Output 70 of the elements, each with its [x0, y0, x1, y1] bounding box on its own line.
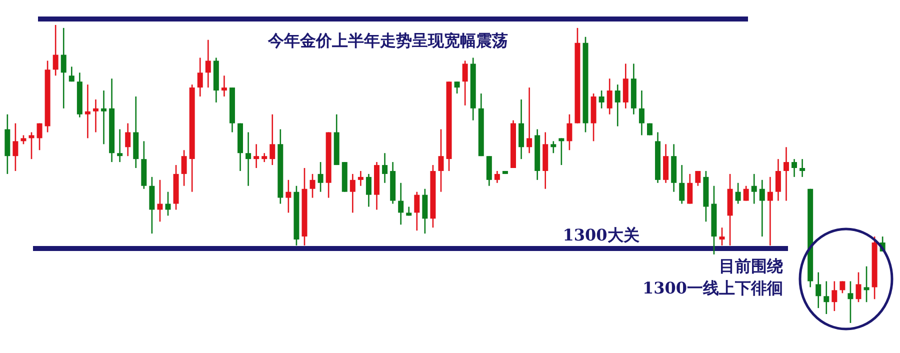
candlestick	[181, 149, 187, 187]
candlestick	[486, 155, 492, 187]
candlestick	[454, 80, 460, 94]
candlestick	[614, 84, 620, 127]
candlestick	[767, 176, 773, 246]
candlestick	[566, 114, 572, 151]
candlestick	[149, 176, 155, 234]
candlestick	[157, 179, 163, 222]
candlestick	[92, 98, 98, 133]
candlestick	[366, 173, 372, 208]
candlestick	[743, 185, 749, 202]
candlestick	[663, 144, 669, 184]
candlestick	[117, 128, 123, 163]
candlestick	[68, 66, 74, 82]
candlestick	[462, 60, 468, 106]
ref-line-label: 1300大关	[562, 225, 640, 244]
candlestick	[719, 226, 725, 246]
candlestick	[856, 272, 862, 303]
candlestick	[438, 128, 444, 192]
candlestick	[848, 280, 854, 324]
candlestick	[422, 188, 428, 234]
candlestick	[286, 179, 292, 214]
candlestick	[622, 63, 628, 110]
ref-line-label: 今年金价上半年走势呈现宽幅震荡	[267, 31, 508, 50]
candlestick	[775, 158, 781, 202]
candlestick	[254, 144, 260, 169]
candlestick	[598, 90, 604, 110]
candlestick	[382, 152, 388, 184]
candlestick	[800, 158, 806, 178]
candlestick	[606, 78, 612, 116]
candlestick	[101, 90, 107, 145]
candlestick	[783, 146, 789, 202]
candlestick	[60, 27, 66, 110]
candlestick	[558, 138, 564, 166]
candlestick	[358, 170, 364, 187]
candlestick	[165, 191, 171, 216]
candlestick	[398, 182, 404, 226]
candlestick	[318, 161, 324, 192]
candlestick	[12, 122, 18, 172]
candlestick	[864, 266, 870, 303]
candlestick	[28, 132, 34, 160]
candlestick	[679, 164, 685, 204]
candlestick	[270, 114, 276, 166]
candlestick	[759, 179, 765, 238]
candlestick	[751, 173, 757, 204]
candlestick	[792, 158, 798, 178]
candlestick	[414, 191, 420, 232]
candlestick	[246, 132, 252, 187]
candlestick	[125, 122, 131, 157]
candlestick	[221, 74, 227, 98]
candlestick	[735, 182, 741, 204]
candlestick	[816, 272, 822, 309]
candlestick	[310, 173, 316, 198]
candlestick	[832, 280, 838, 312]
candlestick	[197, 57, 203, 98]
annotation: 目前围绕 1300一线上下徘徊	[642, 256, 783, 298]
candlestick	[518, 98, 524, 160]
candlestick	[840, 280, 846, 294]
candlestick	[550, 140, 556, 154]
candlestick	[695, 170, 701, 187]
candlestick	[350, 173, 356, 214]
candlestick	[526, 86, 532, 154]
candlestick	[52, 24, 58, 76]
candlestick	[205, 39, 211, 88]
candlestick	[687, 173, 693, 204]
candlestick	[36, 122, 42, 151]
candlestick	[638, 90, 644, 136]
candlestick	[824, 280, 830, 315]
candlestick	[84, 84, 90, 139]
candlestick	[494, 170, 500, 184]
